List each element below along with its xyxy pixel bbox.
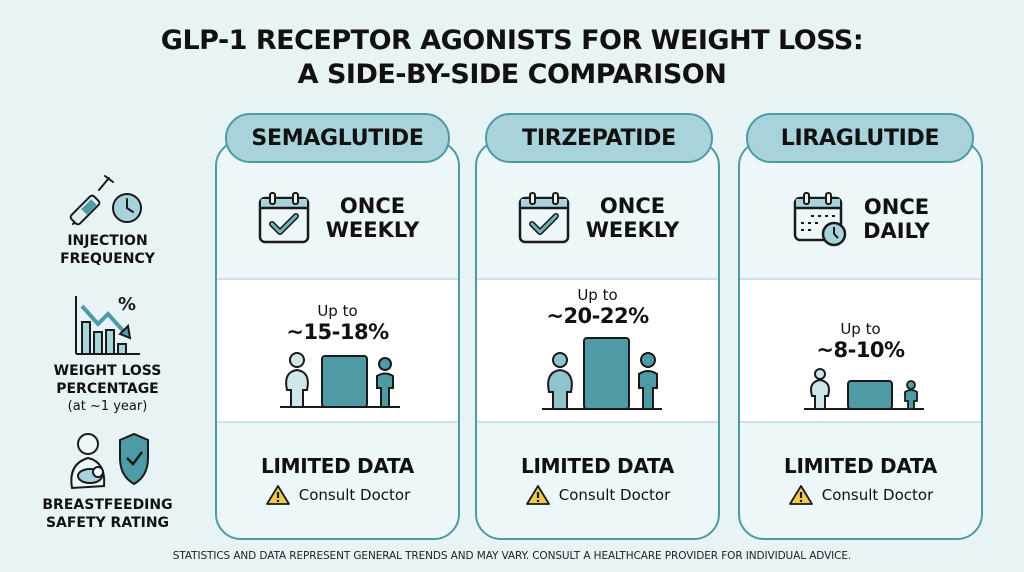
svg-text:%: % xyxy=(118,294,136,315)
row-label-line-1: INJECTION xyxy=(67,233,148,249)
safety-rating: LIMITED DATA xyxy=(261,454,414,478)
weight-loss-value: ~20-22% xyxy=(546,304,649,328)
weight-loss-section: Up to ~20-22% xyxy=(477,278,718,423)
warning-icon xyxy=(525,485,550,505)
frequency-line-1: ONCE xyxy=(599,194,666,218)
injection-frequency: ONCE DAILY xyxy=(740,190,981,248)
breastfeeding-safety: LIMITED DATA Consult Doctor xyxy=(477,454,718,506)
weight-loss-section: Up to ~15-18% xyxy=(217,278,458,423)
breastfeeding-safety: LIMITED DATA Consult Doctor xyxy=(217,454,458,506)
warning-icon xyxy=(788,485,813,505)
weight-loss-prefix: Up to xyxy=(577,286,618,304)
row-label-line-2: PERCENTAGE xyxy=(56,381,159,397)
breastfeeding-shield-icon xyxy=(69,432,149,490)
drug-card-liraglutide: ONCE DAILY Up to ~8-10% LIMITED DATA Con… xyxy=(738,140,983,540)
row-label-injection-frequency: INJECTION FREQUENCY xyxy=(20,172,195,268)
drug-name-tirzepatide: TIRZEPATIDE xyxy=(485,113,713,163)
drug-card-semaglutide: ONCE WEEKLY Up to ~15-18% LIMITED DATA C… xyxy=(215,140,460,540)
row-label-line-1: WEIGHT LOSS xyxy=(53,363,162,379)
page-title: GLP-1 RECEPTOR AGONISTS FOR WEIGHT LOSS:… xyxy=(0,24,1024,92)
row-label-breastfeeding-safety: BREASTFEEDING SAFETY RATING xyxy=(20,430,195,532)
safety-note: Consult Doctor xyxy=(298,486,411,504)
safety-note: Consult Doctor xyxy=(821,486,934,504)
weight-loss-value: ~8-10% xyxy=(816,338,905,362)
injection-frequency: ONCE WEEKLY xyxy=(217,190,458,246)
drug-card-tirzepatide: ONCE WEEKLY Up to ~20-22% LIMITED DATA C… xyxy=(475,140,720,540)
breastfeeding-safety: LIMITED DATA Consult Doctor xyxy=(740,454,981,506)
calendar-clock-icon xyxy=(793,192,847,247)
frequency-line-1: ONCE xyxy=(339,194,406,218)
weight-loss-value: ~15-18% xyxy=(286,320,389,344)
before-after-figures-icon xyxy=(542,337,662,410)
weight-loss-prefix: Up to xyxy=(317,302,358,320)
calendar-check-icon xyxy=(258,192,310,244)
safety-rating: LIMITED DATA xyxy=(521,454,674,478)
row-label-sub: (at ~1 year) xyxy=(67,399,148,414)
before-after-figures-icon xyxy=(804,368,924,410)
title-line-1: GLP-1 RECEPTOR AGONISTS FOR WEIGHT LOSS: xyxy=(160,25,864,56)
drug-name-liraglutide: LIRAGLUTIDE xyxy=(746,113,974,163)
row-label-line-2: SAFETY RATING xyxy=(45,515,170,531)
warning-icon xyxy=(265,485,290,505)
row-label-weight-loss: % WEIGHT LOSS PERCENTAGE (at ~1 year) xyxy=(20,292,195,416)
calendar-check-icon xyxy=(518,192,570,244)
title-line-2: A SIDE-BY-SIDE COMPARISON xyxy=(297,59,727,90)
frequency-line-1: ONCE xyxy=(863,195,930,219)
frequency-line-2: WEEKLY xyxy=(585,218,680,242)
safety-rating: LIMITED DATA xyxy=(784,454,937,478)
frequency-line-2: WEEKLY xyxy=(325,218,420,242)
safety-note: Consult Doctor xyxy=(558,486,671,504)
drug-name-semaglutide: SEMAGLUTIDE xyxy=(225,113,450,163)
frequency-line-2: DAILY xyxy=(863,219,930,243)
before-after-figures-icon xyxy=(280,352,400,408)
disclaimer-footer: STATISTICS AND DATA REPRESENT GENERAL TR… xyxy=(172,550,852,562)
row-label-line-2: FREQUENCY xyxy=(60,251,155,267)
injection-frequency: ONCE WEEKLY xyxy=(477,190,718,246)
weight-loss-prefix: Up to xyxy=(840,320,881,338)
weight-loss-section: Up to ~8-10% xyxy=(740,278,981,423)
row-label-line-1: BREASTFEEDING xyxy=(42,497,173,513)
declining-chart-percent-icon: % xyxy=(74,294,140,355)
syringe-clock-icon xyxy=(69,175,142,226)
